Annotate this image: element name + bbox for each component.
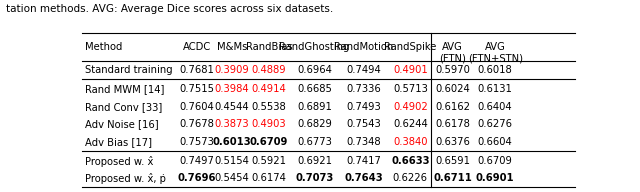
Text: 0.4889: 0.4889 bbox=[252, 65, 286, 75]
Text: 0.6829: 0.6829 bbox=[297, 119, 332, 129]
Text: RandGhosting: RandGhosting bbox=[280, 42, 350, 52]
Text: 0.6711: 0.6711 bbox=[433, 173, 472, 183]
Text: 0.7494: 0.7494 bbox=[347, 65, 381, 75]
Text: Rand Conv [33]: Rand Conv [33] bbox=[85, 102, 162, 112]
Text: 0.6178: 0.6178 bbox=[435, 119, 470, 129]
Text: 0.6226: 0.6226 bbox=[393, 173, 428, 183]
Text: Proposed w. x̂, ṗ: Proposed w. x̂, ṗ bbox=[85, 173, 166, 184]
Text: 0.6633: 0.6633 bbox=[391, 156, 429, 166]
Text: 0.5154: 0.5154 bbox=[214, 156, 249, 166]
Text: 0.6244: 0.6244 bbox=[393, 119, 428, 129]
Text: 0.4901: 0.4901 bbox=[393, 65, 428, 75]
Text: 0.6685: 0.6685 bbox=[297, 84, 332, 94]
Text: 0.6174: 0.6174 bbox=[252, 173, 287, 183]
Text: 0.6404: 0.6404 bbox=[478, 102, 513, 112]
Text: Proposed w. x̂: Proposed w. x̂ bbox=[85, 156, 154, 167]
Text: 0.7493: 0.7493 bbox=[347, 102, 381, 112]
Text: 0.4902: 0.4902 bbox=[393, 102, 428, 112]
Text: 0.3984: 0.3984 bbox=[214, 84, 249, 94]
Text: 0.3840: 0.3840 bbox=[393, 137, 428, 147]
Text: ACDC: ACDC bbox=[183, 42, 211, 52]
Text: 0.6591: 0.6591 bbox=[435, 156, 470, 166]
Text: 0.3873: 0.3873 bbox=[214, 119, 249, 129]
Text: 0.5538: 0.5538 bbox=[252, 102, 286, 112]
Text: 0.4903: 0.4903 bbox=[252, 119, 286, 129]
Text: M&Ms: M&Ms bbox=[216, 42, 247, 52]
Text: 0.7417: 0.7417 bbox=[346, 156, 381, 166]
Text: 0.6709: 0.6709 bbox=[477, 156, 513, 166]
Text: 0.6013: 0.6013 bbox=[212, 137, 251, 147]
Text: 0.6964: 0.6964 bbox=[297, 65, 332, 75]
Text: Standard training: Standard training bbox=[85, 65, 173, 75]
Text: 0.5713: 0.5713 bbox=[393, 84, 428, 94]
Text: 0.7073: 0.7073 bbox=[296, 173, 333, 183]
Text: 0.5454: 0.5454 bbox=[214, 173, 249, 183]
Text: 0.6162: 0.6162 bbox=[435, 102, 470, 112]
Text: 0.6018: 0.6018 bbox=[478, 65, 513, 75]
Text: 0.7681: 0.7681 bbox=[180, 65, 214, 75]
Text: Rand MWM [14]: Rand MWM [14] bbox=[85, 84, 164, 94]
Text: 0.6376: 0.6376 bbox=[435, 137, 470, 147]
Text: 0.6773: 0.6773 bbox=[297, 137, 332, 147]
Text: RandBias: RandBias bbox=[246, 42, 292, 52]
Text: 0.6604: 0.6604 bbox=[478, 137, 513, 147]
Text: 0.6024: 0.6024 bbox=[435, 84, 470, 94]
Text: 0.7643: 0.7643 bbox=[345, 173, 383, 183]
Text: 0.7604: 0.7604 bbox=[180, 102, 214, 112]
Text: 0.5921: 0.5921 bbox=[252, 156, 287, 166]
Text: RandMotion: RandMotion bbox=[334, 42, 394, 52]
Text: 0.6131: 0.6131 bbox=[477, 84, 513, 94]
Text: RandSpike: RandSpike bbox=[384, 42, 436, 52]
Text: AVG
(FTN+STN): AVG (FTN+STN) bbox=[468, 42, 523, 64]
Text: 0.3909: 0.3909 bbox=[214, 65, 249, 75]
Text: 0.5970: 0.5970 bbox=[435, 65, 470, 75]
Text: 0.4914: 0.4914 bbox=[252, 84, 286, 94]
Text: 0.6921: 0.6921 bbox=[297, 156, 332, 166]
Text: 0.6891: 0.6891 bbox=[297, 102, 332, 112]
Text: Method: Method bbox=[85, 42, 122, 52]
Text: 0.7678: 0.7678 bbox=[180, 119, 214, 129]
Text: 0.7543: 0.7543 bbox=[347, 119, 381, 129]
Text: 0.7696: 0.7696 bbox=[178, 173, 216, 183]
Text: 0.6276: 0.6276 bbox=[477, 119, 513, 129]
Text: 0.6901: 0.6901 bbox=[476, 173, 515, 183]
Text: 0.6709: 0.6709 bbox=[250, 137, 288, 147]
Text: AVG
(FTN): AVG (FTN) bbox=[439, 42, 466, 64]
Text: 0.7573: 0.7573 bbox=[180, 137, 214, 147]
Text: 0.4544: 0.4544 bbox=[214, 102, 249, 112]
Text: 0.7497: 0.7497 bbox=[180, 156, 214, 166]
Text: Adv Noise [16]: Adv Noise [16] bbox=[85, 119, 159, 129]
Text: tation methods. AVG: Average Dice scores across six datasets.: tation methods. AVG: Average Dice scores… bbox=[6, 4, 333, 14]
Text: Adv Bias [17]: Adv Bias [17] bbox=[85, 137, 152, 147]
Text: 0.7515: 0.7515 bbox=[180, 84, 214, 94]
Text: 0.7348: 0.7348 bbox=[347, 137, 381, 147]
Text: 0.7336: 0.7336 bbox=[347, 84, 381, 94]
